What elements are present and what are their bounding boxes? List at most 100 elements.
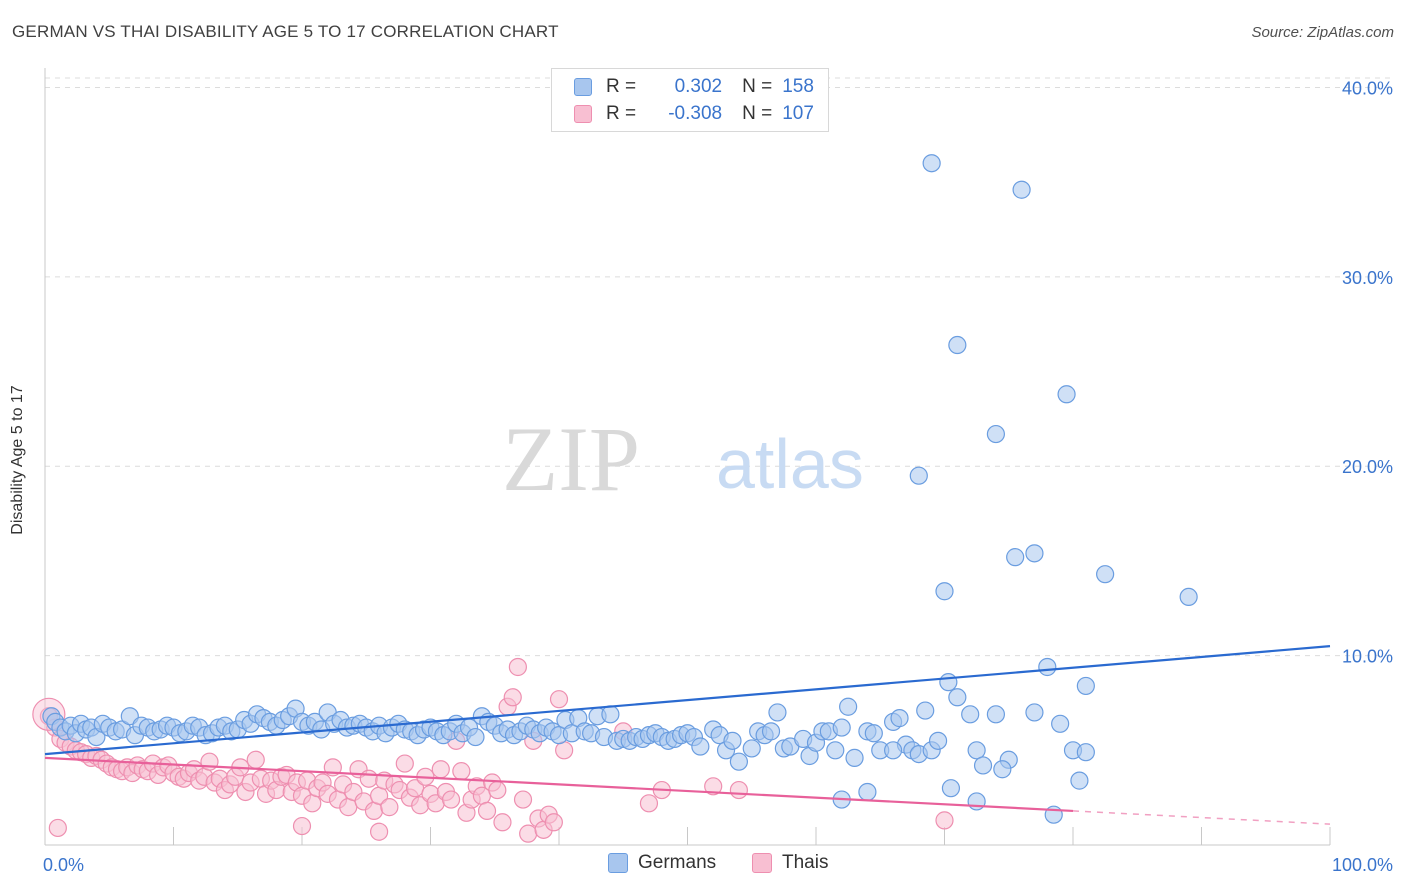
german-point [916,701,935,720]
thai-point [508,657,527,677]
thai-point [431,760,450,779]
y-tick-label: 30.0% [1342,268,1393,288]
german-point [928,731,948,750]
thai-point [549,690,569,709]
german-point [826,741,845,760]
y-axis-label: Disability Age 5 to 17 [9,385,26,535]
german-point [858,782,877,802]
german-point [935,582,954,601]
legend-n-value: 158 [782,76,814,97]
legend-r-value: -0.308 [668,103,723,124]
legend-row-germans: R = 0.302 N = 158 [574,74,814,100]
thai-point [639,794,659,813]
german-point [1006,548,1025,567]
thai-point [303,794,322,813]
legend-r-label: R = [606,76,637,97]
thai-point [370,822,389,841]
german-point [729,752,749,771]
thai-point [555,741,574,760]
german-point [723,731,742,750]
thai-point [493,813,512,832]
german-point [973,756,993,775]
german-point [986,705,1006,724]
german-point [1051,714,1070,733]
chart-title: GERMAN VS THAI DISABILITY AGE 5 TO 17 CO… [12,22,559,41]
grid-lines [45,77,1392,657]
thai-point [395,754,414,773]
german-point [845,748,864,767]
thai-point [48,818,67,838]
legend-n-label: N = [742,76,773,97]
thai-point [544,813,563,832]
y-tick-label: 10.0% [1342,647,1393,667]
german-point [832,718,851,737]
german-point [691,737,710,756]
thai-point [339,798,358,817]
german-point [742,739,761,758]
watermark-zip: ZIP [502,408,640,510]
thai-point [935,811,954,830]
thais-trend-extension [1072,810,1331,825]
german-point [967,792,986,811]
german-point [1025,703,1044,722]
source-label: Source: ZipAtlas.com [1251,24,1394,41]
german-point [761,722,781,741]
thai-point [503,688,522,707]
legend-swatch-germans [574,78,592,96]
thai-point [452,762,471,781]
germans-points [42,154,1198,824]
legend-swatch-thais [574,105,592,123]
trend-lines [44,645,1331,825]
german-point [939,673,958,692]
thai-point [380,798,399,817]
german-point [839,697,858,716]
german-point [961,705,980,724]
y-tick-label: 40.0% [1342,78,1393,98]
legend-row-thais: R = -0.308 N = 107 [574,101,814,127]
german-point [864,724,883,743]
german-point [941,779,961,798]
thai-point [477,801,497,821]
german-point [1179,587,1198,607]
german-point [1038,657,1057,677]
watermark: ZIP atlas [502,408,864,510]
legend-item-thais[interactable]: Thais [752,852,828,874]
thai-point [513,790,533,809]
tick-labels: 10.0% 20.0% 30.0% 40.0% 0.0% 100.0% [43,78,1393,875]
watermark-atlas: atlas [716,425,864,503]
german-point [948,335,967,355]
thais-points [32,657,954,843]
legend-swatch-germans [608,853,628,873]
thai-point [364,801,384,821]
legend-swatch-thais [752,853,772,873]
thai-point [292,816,312,836]
german-point [909,466,928,485]
thais-trend-line [44,756,1074,813]
x-tick-label: 100.0% [1332,855,1393,875]
german-point [967,741,986,760]
thai-point [729,780,749,800]
german-point [1057,385,1076,404]
legend-n-label: N = [742,103,773,124]
german-point [986,424,1006,444]
german-point [601,705,620,724]
german-point [890,709,909,728]
legend-label-thais: Thais [782,852,829,873]
german-point [1076,743,1095,762]
y-tick-label: 20.0% [1342,457,1393,477]
thai-point [441,790,461,809]
legend-item-germans[interactable]: Germans [608,852,716,874]
german-point [1070,771,1089,790]
german-point [922,154,941,173]
legend-label-germans: Germans [638,852,717,873]
german-point [883,741,903,760]
thai-point [519,824,538,843]
german-point [768,703,787,722]
legend-r-value: 0.302 [674,76,723,97]
series-legend: Germans Thais [0,852,1406,878]
thai-point [246,750,265,769]
german-point [1076,676,1095,696]
germans-trend-line [44,645,1331,756]
german-point [993,760,1012,779]
